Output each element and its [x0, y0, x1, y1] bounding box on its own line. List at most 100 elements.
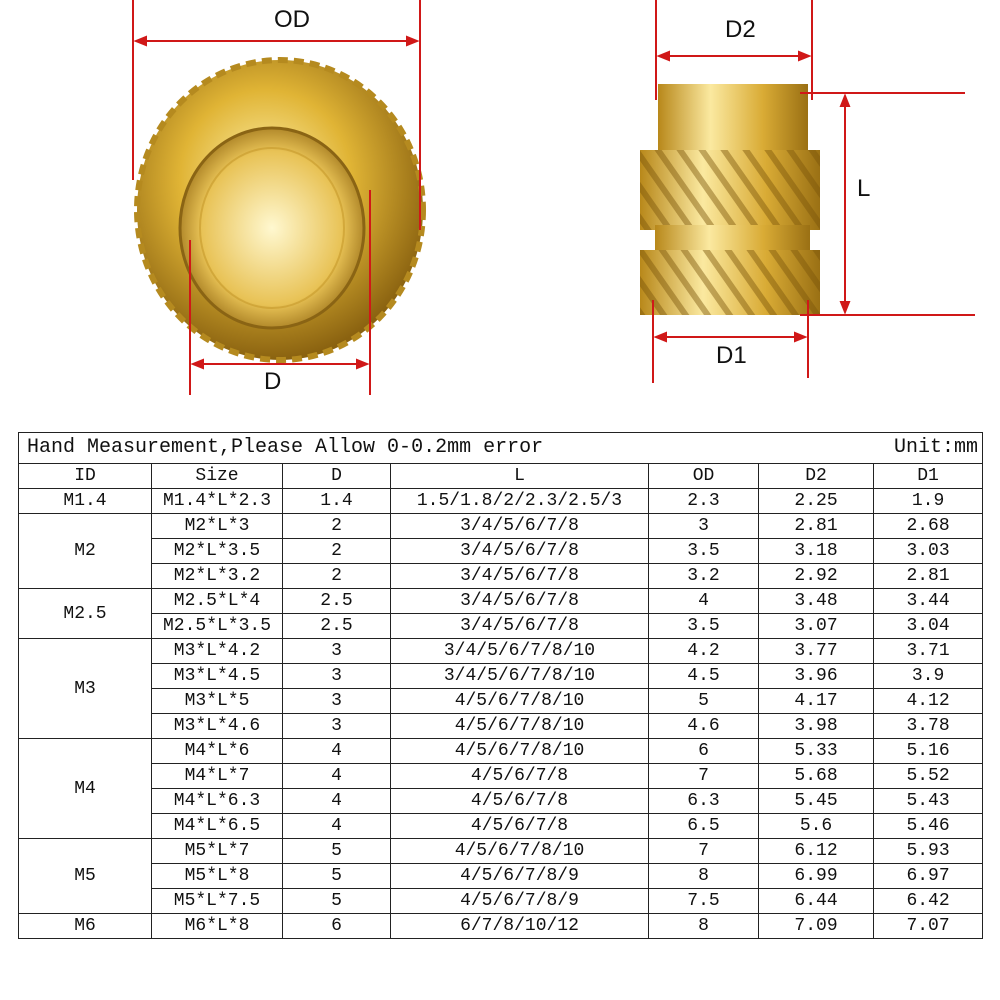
table-cell: M2*L*3.5: [151, 538, 283, 564]
column-header: ID: [18, 463, 152, 489]
table-cell: 5.52: [873, 763, 984, 789]
table-cell: 3.5: [648, 538, 759, 564]
table-cell: M3*L*4.6: [151, 713, 283, 739]
id-cell: M2: [18, 513, 152, 589]
table-cell: 3: [282, 688, 391, 714]
table-cell: 5.68: [757, 763, 875, 789]
table-cell: 7: [648, 763, 759, 789]
table-cell: 4/5/6/7/8/9: [390, 888, 649, 914]
table-cell: 3.48: [757, 588, 875, 614]
column-header: D2: [757, 463, 875, 489]
id-cell: M6: [18, 913, 152, 939]
spec-table: Hand Measurement,Please Allow 0-0.2mm er…: [17, 432, 984, 939]
table-cell: 4/5/6/7/8: [390, 813, 649, 839]
table-cell: 4/5/6/7/8: [390, 788, 649, 814]
table-cell: 2: [282, 513, 391, 539]
table-cell: 4/5/6/7/8/9: [390, 863, 649, 889]
table-cell: 3.03: [873, 538, 984, 564]
table-cell: M5*L*8: [151, 863, 283, 889]
label-l: L: [857, 175, 871, 202]
id-cell: M1.4: [18, 488, 152, 514]
table-cell: 3/4/5/6/7/8: [390, 613, 649, 639]
id-cell: M3: [18, 638, 152, 739]
table-cell: 8: [648, 863, 759, 889]
table-cell: 2.25: [757, 488, 875, 514]
table-cell: 3/4/5/6/7/8: [390, 588, 649, 614]
table-cell: 3.71: [873, 638, 984, 664]
table-cell: 3: [282, 638, 391, 664]
table-cell: M4*L*6.5: [151, 813, 283, 839]
table-cell: 3/4/5/6/7/8/10: [390, 663, 649, 689]
table-cell: M2*L*3: [151, 513, 283, 539]
table-cell: M5*L*7.5: [151, 888, 283, 914]
table-row: M5*L*8 5 4/5/6/7/8/9 8 6.99 6.97: [19, 863, 984, 889]
table-cell: 2: [282, 563, 391, 589]
table-cell: 6.12: [757, 838, 875, 864]
insert-front-view: [134, 57, 426, 363]
table-cell: 3.18: [757, 538, 875, 564]
table-cell: 6.99: [757, 863, 875, 889]
table-cell: M5*L*7: [151, 838, 283, 864]
table-cell: 3.98: [757, 713, 875, 739]
table-cell: 7.09: [757, 913, 875, 939]
table-row: M2 M2*L*3 2 3/4/5/6/7/8 3 2.81 2.68: [18, 513, 984, 589]
table-cell: M3*L*4.5: [151, 663, 283, 689]
table-row: M3 M3*L*4.2 3 3/4/5/6/7/8/10 4.2 3.77 3.71: [18, 638, 984, 739]
table-cell: 2.5: [282, 588, 391, 614]
table-cell: 3.5: [648, 613, 759, 639]
table-cell: 2.5: [282, 613, 391, 639]
table-cell: 4.5: [648, 663, 759, 689]
table-cell: 2.3: [648, 488, 759, 514]
table-cell: 2.68: [873, 513, 984, 539]
table-cell: 6/7/8/10/12: [390, 913, 649, 939]
table-cell: 3.77: [757, 638, 875, 664]
table-cell: 5: [282, 838, 391, 864]
table-cell: 4.17: [757, 688, 875, 714]
table-row: M3*L*4.6 3 4/5/6/7/8/10 4.6 3.98 3.78: [19, 713, 984, 739]
table-row: M2*L*3.5 2 3/4/5/6/7/8 3.5 3.18 3.03: [19, 538, 984, 564]
table-cell: 4/5/6/7/8/10: [390, 688, 649, 714]
table-row: M3*L*5 3 4/5/6/7/8/10 5 4.17 4.12: [19, 688, 984, 714]
dimension-lines-front: [132, 0, 421, 395]
table-cell: 4: [282, 813, 391, 839]
label-d: D: [264, 368, 282, 395]
table-cell: 3.07: [757, 613, 875, 639]
table-cell: 5: [282, 888, 391, 914]
table-cell: 4.6: [648, 713, 759, 739]
table-row: M5 M5*L*7 5 4/5/6/7/8/10 7 6.12 5.93: [18, 838, 984, 914]
table-title: Hand Measurement,Please Allow 0-0.2mm er…: [17, 432, 874, 464]
table-cell: 4/5/6/7/8: [390, 763, 649, 789]
table-cell: 4: [282, 738, 391, 764]
table-cell: 4/5/6/7/8/10: [390, 738, 649, 764]
table-cell: 3/4/5/6/7/8/10: [390, 638, 649, 664]
table-cell: M2.5*L*3.5: [151, 613, 283, 639]
table-row: M1.4 M1.4*L*2.3 1.4 1.5/1.8/2/2.3/2.5/3 2.3 2…: [18, 488, 984, 514]
table-row: M6 M6*L*8 6 6/7/8/10/12 8 7.09 7.07: [18, 913, 984, 939]
table-row: M2*L*3.2 2 3/4/5/6/7/8 3.2 2.92 2.81: [19, 563, 984, 589]
table-cell: 1.9: [873, 488, 984, 514]
table-cell: 3.44: [873, 588, 984, 614]
table-cell: 2.92: [757, 563, 875, 589]
table-cell: 3: [282, 663, 391, 689]
table-cell: 5.93: [873, 838, 984, 864]
column-header: Size: [151, 463, 283, 489]
column-header: D1: [873, 463, 984, 489]
table-row: M4 M4*L*6 4 4/5/6/7/8/10 6 5.33 5.16: [18, 738, 984, 839]
table-cell: 3.9: [873, 663, 984, 689]
table-cell: 7.5: [648, 888, 759, 914]
table-cell: 3/4/5/6/7/8: [390, 538, 649, 564]
table-cell: 3.04: [873, 613, 984, 639]
label-d2: D2: [725, 16, 756, 43]
table-row: M3*L*4.5 3 3/4/5/6/7/8/10 4.5 3.96 3.9: [19, 663, 984, 689]
table-cell: 5.33: [757, 738, 875, 764]
dimension-lines-side: [652, 0, 975, 383]
table-cell: 6.42: [873, 888, 984, 914]
table-cell: 1.4: [282, 488, 391, 514]
table-cell: 5.6: [757, 813, 875, 839]
table-cell: 5.45: [757, 788, 875, 814]
table-cell: 4: [282, 763, 391, 789]
table-cell: 1.5/1.8/2/2.3/2.5/3: [390, 488, 649, 514]
insert-side-view: [640, 84, 820, 315]
table-row: M4*L*6.5 4 4/5/6/7/8 6.5 5.6 5.46: [19, 813, 984, 839]
label-d1: D1: [716, 342, 747, 369]
